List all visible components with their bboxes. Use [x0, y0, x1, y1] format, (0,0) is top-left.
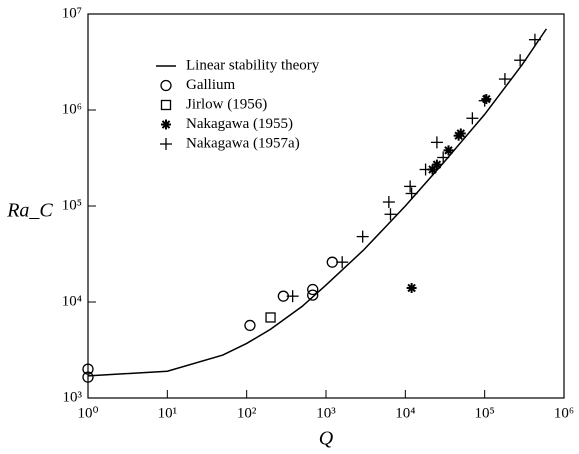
y-axis-label: Ra_C	[6, 200, 53, 222]
legend-label: Jirlow (1956)	[186, 96, 267, 112]
x-axis-label: Q	[319, 428, 334, 450]
point-part	[265, 312, 276, 323]
point-part	[244, 319, 256, 332]
point-part	[456, 129, 466, 138]
point	[336, 256, 349, 269]
point	[481, 94, 492, 105]
theory-line	[87, 28, 548, 377]
point	[437, 151, 450, 164]
point	[443, 145, 454, 156]
point	[478, 94, 491, 107]
y-tick-label: 10⁵	[62, 197, 82, 213]
legend-marker-part	[160, 79, 172, 92]
legend-label: Nakagawa (1955)	[186, 116, 293, 132]
x-tick-label: 10¹	[158, 405, 178, 421]
x-tick-label: 10⁴	[395, 405, 415, 421]
point	[406, 282, 417, 293]
x-tick-label: 10⁵	[475, 405, 495, 421]
legend-label: Nakagawa (1957a)	[186, 135, 300, 151]
point	[419, 163, 432, 176]
plot-frame	[87, 13, 565, 399]
legend-marker	[161, 119, 171, 130]
point-part	[444, 146, 453, 155]
y-tick-label: 10⁴	[62, 293, 82, 309]
point-part	[82, 371, 94, 383]
y-tick-label: 10⁶	[62, 101, 82, 117]
point	[82, 371, 94, 383]
legend-marker	[160, 138, 172, 150]
legend-marker	[160, 79, 172, 92]
point	[326, 256, 338, 268]
point-part	[407, 283, 416, 293]
point	[466, 112, 479, 125]
point-part	[307, 283, 319, 296]
point	[286, 290, 299, 303]
legend-marker-part	[160, 99, 172, 111]
legend-marker-part	[161, 120, 171, 129]
point-part	[432, 160, 442, 169]
point	[528, 33, 541, 46]
legend-label: Linear stability theory	[186, 57, 320, 73]
point-part	[482, 94, 491, 104]
point	[455, 128, 466, 139]
x-tick-label: 10³	[316, 405, 336, 421]
point	[307, 289, 319, 301]
point	[404, 180, 417, 193]
point	[382, 196, 395, 209]
point	[244, 319, 256, 332]
point	[430, 136, 443, 149]
x-tick-label: 10²	[237, 405, 257, 421]
y-tick-label: 10³	[63, 389, 83, 405]
point	[356, 230, 369, 243]
point	[384, 208, 397, 221]
legend-marker	[160, 99, 172, 111]
point	[514, 54, 527, 67]
legend-label: Gallium	[186, 77, 235, 93]
point	[405, 187, 418, 200]
point-part	[326, 256, 338, 268]
point	[82, 363, 94, 375]
point	[431, 159, 442, 170]
point-part	[82, 363, 94, 375]
y-tick-label: 10⁷	[62, 5, 82, 21]
point	[307, 283, 319, 296]
x-tick-label: 10⁰	[77, 405, 98, 421]
point	[265, 312, 276, 323]
point	[498, 73, 511, 86]
x-tick-label: 10⁶	[554, 405, 574, 421]
point-part	[307, 289, 319, 301]
